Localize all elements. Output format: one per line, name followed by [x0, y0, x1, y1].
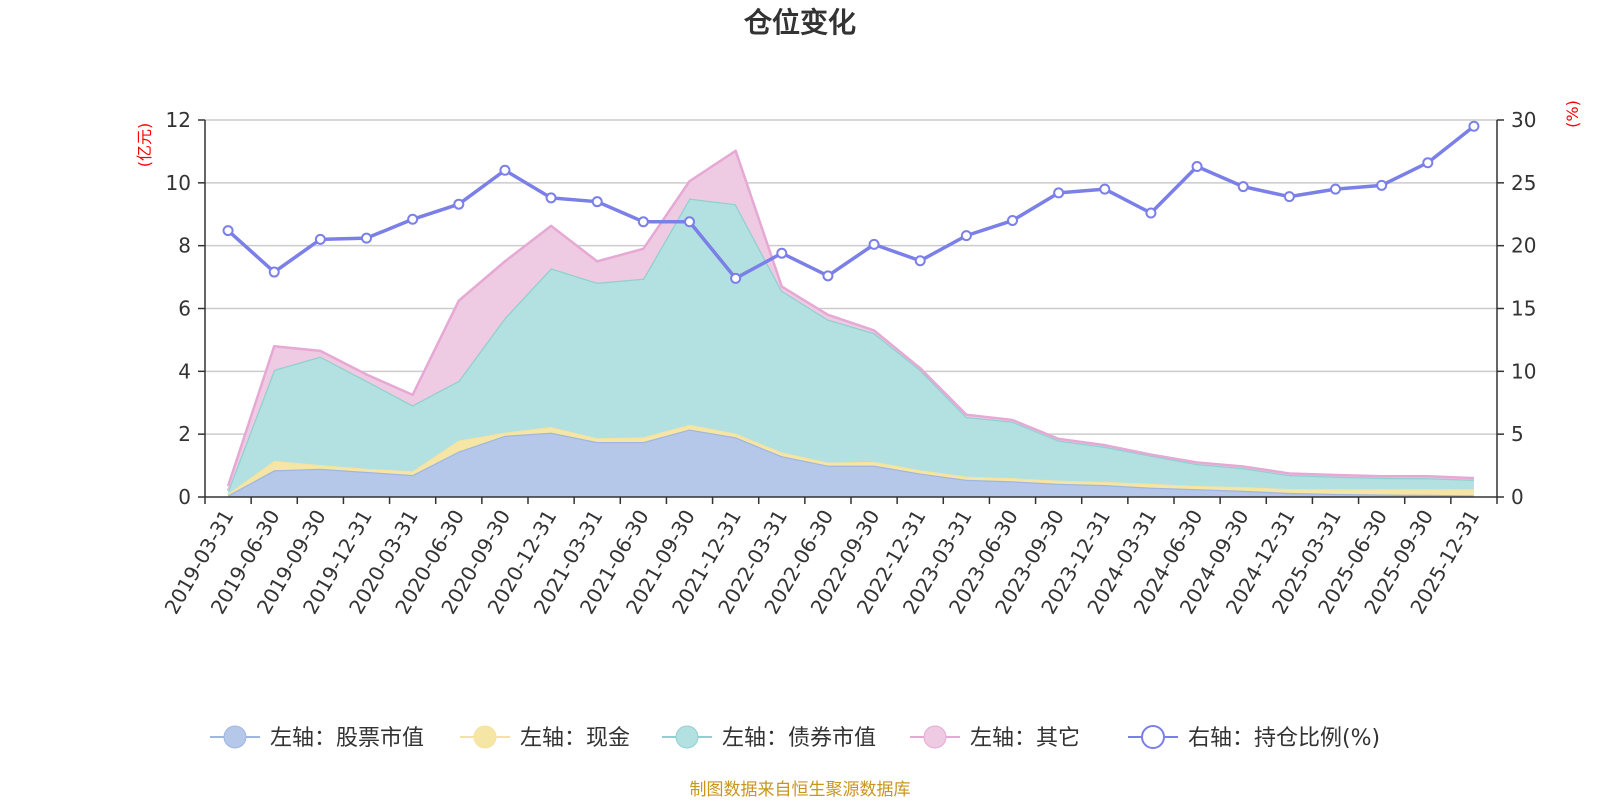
legend-marker: [223, 725, 247, 749]
left-axis-tick-label: 2: [178, 422, 191, 446]
right-axis-tick-label: 10: [1511, 359, 1536, 383]
legend-label: 左轴：债券市值: [722, 726, 876, 751]
right-axis-tick-label: 15: [1511, 297, 1536, 321]
line-point: [960, 230, 972, 242]
legend-label: 右轴：持仓比例(%): [1188, 726, 1380, 751]
line-point: [684, 216, 695, 228]
legend-marker: [473, 725, 497, 749]
left-axis-tick-label: 0: [178, 485, 191, 509]
gridlines: [205, 119, 1497, 435]
line-point: [1099, 183, 1111, 195]
line-point: [776, 247, 788, 259]
line-point: [1283, 191, 1295, 203]
line-point: [1145, 207, 1157, 219]
line-point: [268, 266, 280, 278]
legend-marker: [923, 725, 947, 749]
right-axis-tick-label: 30: [1511, 108, 1536, 132]
line-point: [1376, 179, 1388, 191]
line-point: [1237, 181, 1249, 193]
right-axis-tick-label: 20: [1511, 234, 1536, 258]
line-point: [1422, 157, 1434, 169]
right-axis-tick-label: 25: [1511, 171, 1536, 195]
line-point: [499, 164, 511, 176]
stacked-areas: [226, 149, 1474, 497]
source-note: 制图数据来自恒生聚源数据库: [690, 780, 911, 800]
line-point: [361, 232, 372, 244]
line-point: [1191, 160, 1203, 172]
line-point: [914, 255, 926, 267]
left-axis-tick-label: 4: [178, 359, 191, 383]
line-point: [730, 272, 742, 284]
line-point: [637, 216, 649, 228]
line-point: [868, 238, 880, 250]
area-series-edge: [226, 149, 1474, 487]
legend-label: 左轴：其它: [970, 726, 1080, 751]
line-series: [226, 124, 1476, 281]
line-point: [453, 198, 465, 210]
line-point: [222, 225, 234, 237]
left-axis-unit: (亿元): [135, 123, 154, 168]
legend-label: 左轴：股票市值: [270, 726, 424, 751]
legend-marker: [675, 725, 699, 749]
right-axis-tick-label: 0: [1511, 485, 1524, 509]
right-axis-unit: (%): [1563, 100, 1582, 128]
area-series: [228, 198, 1474, 494]
holding-ratio-line: [222, 120, 1480, 284]
line-point: [1330, 183, 1341, 195]
legend: 左轴：股票市值 左轴：现金 左轴：债券市值 左轴：其它 右轴：持仓比例(%): [210, 725, 1380, 751]
line-point: [545, 192, 557, 204]
left-axis-tick-label: 8: [178, 234, 191, 258]
right-axis-tick-label: 5: [1511, 422, 1524, 446]
line-point: [591, 196, 603, 208]
line-point: [407, 213, 419, 225]
area-series: [228, 429, 1474, 497]
left-axis-tick-label: 6: [178, 297, 191, 321]
line-point: [1007, 215, 1018, 227]
line-point: [1053, 187, 1065, 199]
line-point: [822, 270, 834, 282]
legend-marker: [1141, 725, 1165, 749]
line-point: [1468, 120, 1480, 132]
legend-label: 左轴：现金: [520, 726, 630, 751]
line-point: [314, 233, 326, 245]
left-axis-tick-label: 10: [166, 171, 191, 195]
left-axis-tick-label: 12: [166, 108, 191, 132]
chart-title: 仓位变化: [744, 6, 856, 39]
